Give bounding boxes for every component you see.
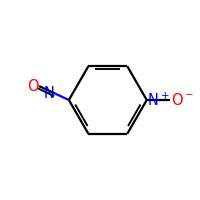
Text: O$^-$: O$^-$ xyxy=(171,92,194,108)
Text: O: O xyxy=(27,79,38,94)
Text: N: N xyxy=(44,86,55,101)
Text: N$^+$: N$^+$ xyxy=(147,91,170,109)
